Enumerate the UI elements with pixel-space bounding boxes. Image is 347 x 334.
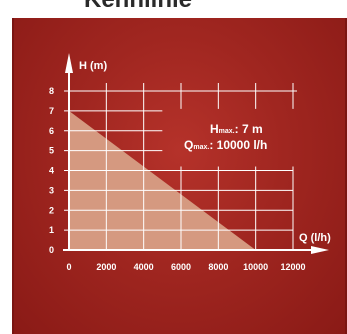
y-tick-label: 0 [49,245,54,255]
qmax-annotation: Qmax.: 10000 l/h [184,138,267,152]
chart-panel: 0 1 2 3 4 5 6 7 8 0 2000 4000 6000 8000 10000 12000 H (m… [12,18,347,334]
x-axis-title: Q (l/h) [299,232,331,244]
y-tick-label: 2 [49,205,54,215]
x-tick-label: 2000 [96,262,116,272]
performance-area [69,110,256,250]
cropped-heading: Kennlinie [84,0,192,14]
y-tick-label: 8 [49,86,54,96]
x-tick-label: 0 [66,262,71,272]
x-tick-label: 6000 [171,262,191,272]
x-tick-label: 10000 [243,262,268,272]
x-tick-label: 8000 [208,262,228,272]
y-tick-label: 4 [49,166,54,176]
y-tick-label: 5 [49,146,54,156]
hmax-annotation: Hmax.: 7 m [210,122,263,136]
y-tick-label: 6 [49,126,54,136]
pump-curve-chart: 0 1 2 3 4 5 6 7 8 0 2000 4000 6000 8000 10000 12000 H (m… [49,53,331,272]
x-tick-label: 4000 [134,262,154,272]
y-tick-label: 7 [49,106,54,116]
y-axis-title: H (m) [79,60,107,72]
y-tick-label: 1 [49,225,54,235]
x-tick-label: 12000 [280,262,305,272]
x-axis-arrow [311,246,329,254]
y-tick-label: 3 [49,185,54,195]
top-band: Kennlinie [0,0,347,17]
y-axis-arrow [65,53,73,73]
